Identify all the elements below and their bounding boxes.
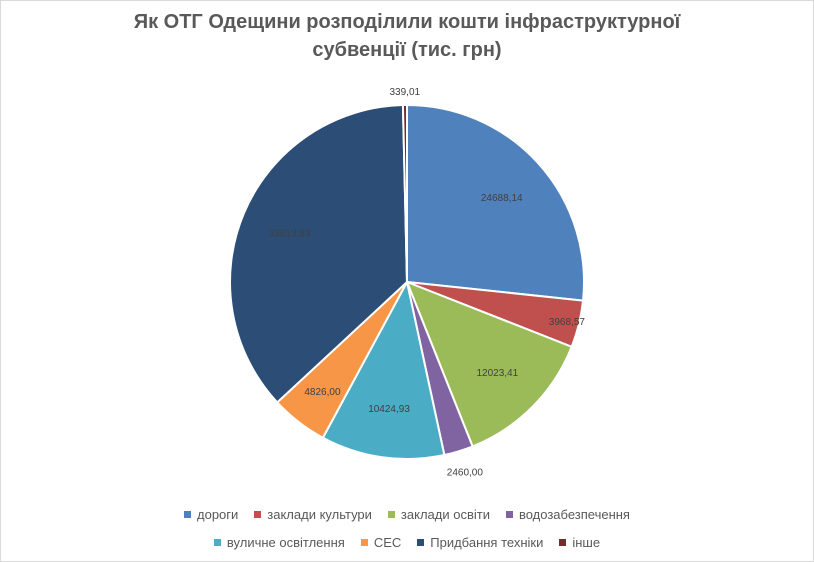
legend-label-4: водозабезпечення bbox=[518, 506, 630, 522]
legend-item-8: інше bbox=[559, 535, 600, 550]
data-label-1: 24688,14 bbox=[481, 193, 523, 204]
data-label-3: 12023,41 bbox=[476, 368, 518, 379]
legend-label-3: заклади освіти bbox=[400, 506, 490, 522]
legend-item-3: заклади освіти bbox=[387, 506, 490, 522]
legend-label-2: заклади культури bbox=[267, 506, 372, 522]
chart-title: Як ОТГ Одещини розподілили кошти інфраст… bbox=[0, 8, 814, 64]
pie-slice-5 bbox=[321, 279, 446, 460]
legend-swatch-1 bbox=[184, 510, 191, 518]
legend-item-5: вуличне освітлення bbox=[213, 534, 345, 550]
chart-legend: дороги заклади культури заклади освіти водо… bbox=[0, 500, 814, 556]
legend-label-7: Придбання техніки bbox=[430, 534, 544, 550]
legend-swatch-4 bbox=[505, 510, 513, 518]
pie-slice-8 bbox=[401, 103, 408, 283]
chart-title-line-2: субвенції (тис. грн) bbox=[312, 39, 502, 61]
legend-label-5: вуличне освітлення bbox=[226, 534, 345, 550]
legend-item-7: Придбання техніки bbox=[417, 535, 543, 550]
legend-swatch-2 bbox=[254, 510, 262, 518]
data-label-8: 339,01 bbox=[390, 87, 421, 98]
data-label-6: 4826,00 bbox=[304, 387, 341, 398]
legend-row-2: вуличне освітлення СЕС Придбання техніки ін… bbox=[0, 528, 814, 556]
legend-swatch-6 bbox=[360, 538, 368, 546]
legend-item-2: заклади культури bbox=[254, 507, 372, 522]
legend-item-1: дороги bbox=[184, 507, 238, 522]
legend-label-6: СЕС bbox=[373, 534, 402, 550]
legend-swatch-5 bbox=[213, 538, 221, 546]
pie-slice-1 bbox=[406, 103, 585, 302]
data-label-2: 3968,57 bbox=[549, 317, 586, 328]
chart-title-line-1: Як ОТГ Одещини розподілили кошти інфраст… bbox=[133, 11, 681, 33]
legend-label-8: інше bbox=[572, 534, 601, 550]
pie-chart: 24688,14 3968,57 12023,41 2460,00 10424,93 48… bbox=[229, 87, 586, 479]
legend-item-4: водозабезпечення bbox=[505, 506, 630, 522]
legend-item-6: СЕС bbox=[360, 534, 402, 550]
legend-swatch-3 bbox=[387, 510, 395, 518]
data-label-5: 10424,93 bbox=[368, 404, 410, 415]
legend-row-1: дороги заклади культури заклади освіти водо… bbox=[0, 500, 814, 528]
legend-label-1: дороги bbox=[197, 506, 239, 522]
legend-swatch-8 bbox=[559, 538, 567, 546]
legend-swatch-7 bbox=[417, 538, 425, 546]
pie-slice-7 bbox=[229, 104, 409, 404]
pie-slice-3 bbox=[405, 280, 574, 448]
data-label-7: 33813,83 bbox=[269, 228, 311, 239]
data-label-4: 2460,00 bbox=[447, 468, 484, 479]
